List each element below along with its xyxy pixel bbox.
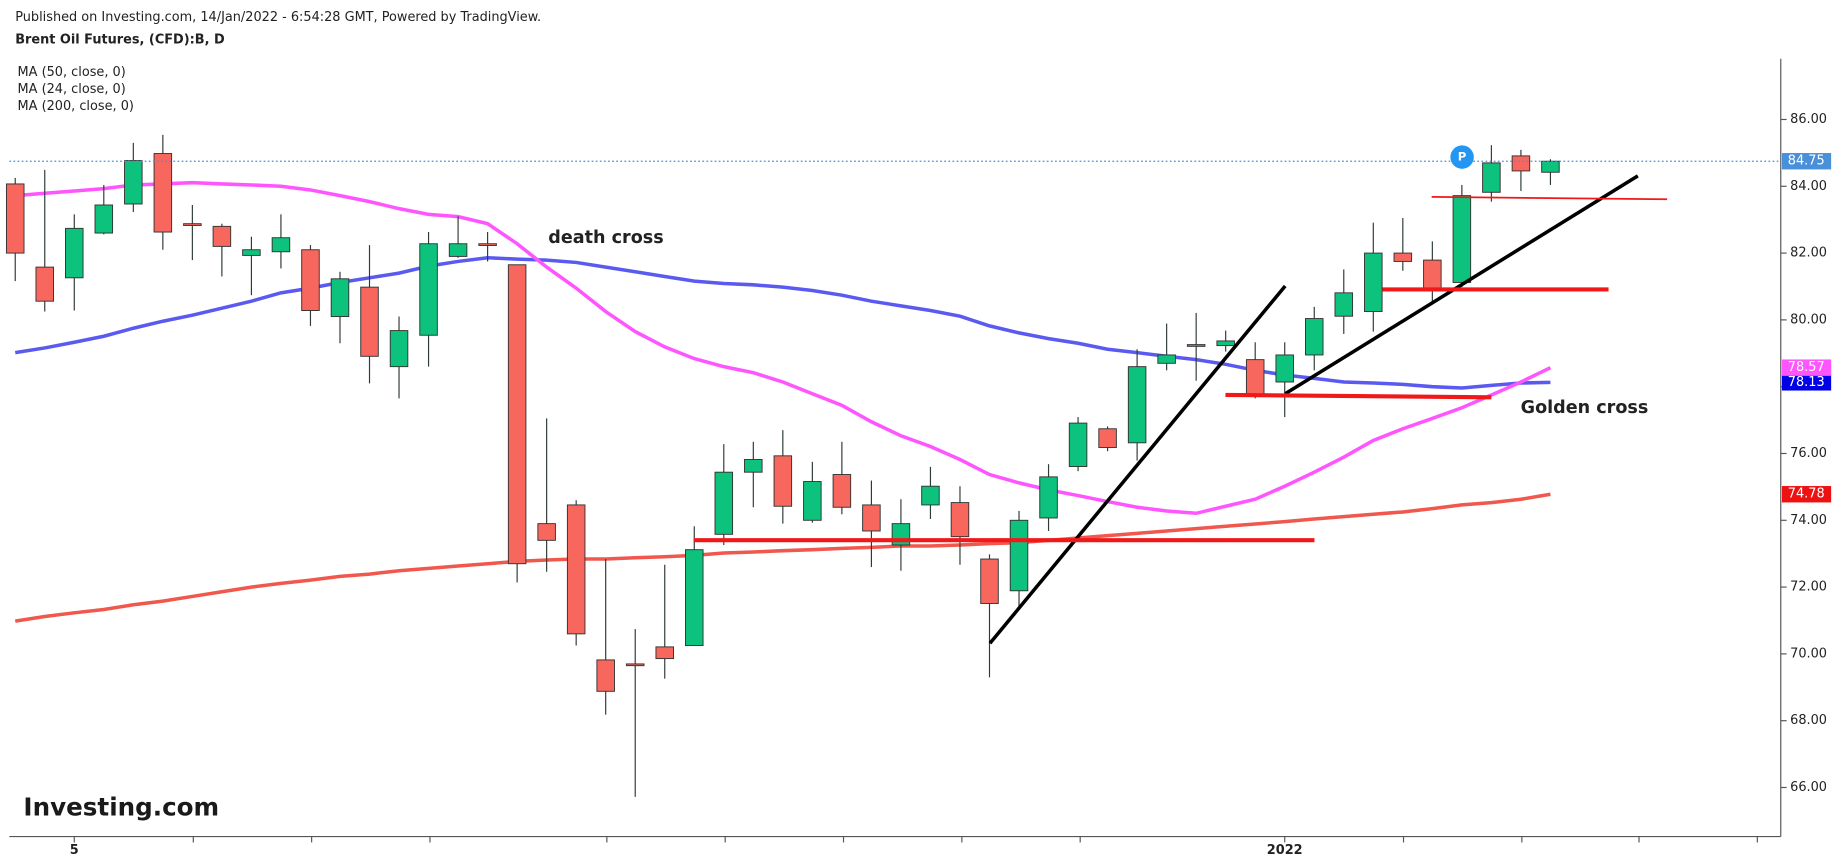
price-tag-label: 78.57	[1788, 360, 1825, 375]
y-tick-label: 80.00	[1790, 312, 1827, 327]
candle-body	[389, 330, 409, 368]
time-ticks	[192, 836, 1758, 843]
candle-body	[5, 183, 25, 254]
candle-body	[183, 223, 202, 226]
moving-average-line	[15, 180, 1552, 516]
candle-body	[301, 249, 320, 312]
candle-body	[625, 663, 645, 667]
candle-body	[1541, 160, 1560, 173]
candle-body	[212, 225, 232, 247]
y-tick-label: 74.00	[1790, 513, 1827, 528]
candle-body	[1245, 359, 1265, 397]
candle-body	[1039, 476, 1058, 519]
candle-body	[65, 227, 84, 279]
candle-body	[1304, 318, 1324, 356]
candle-body	[1393, 252, 1413, 262]
candle-body	[35, 266, 55, 302]
candle-body	[1511, 155, 1531, 172]
candle-body	[685, 549, 704, 647]
candle-body	[1186, 344, 1206, 347]
publish-marker	[1450, 145, 1474, 169]
candle-body	[566, 504, 586, 635]
candle-body	[803, 481, 822, 521]
legend-entry: MA (24, close, 0)	[18, 82, 126, 97]
x-tick-label: 2022	[1267, 843, 1303, 858]
x-tick-label: 5	[70, 843, 79, 858]
candle-body	[448, 243, 468, 257]
candle-body	[921, 485, 940, 506]
price-tag	[1781, 153, 1832, 170]
candle-body	[1127, 366, 1147, 444]
price-tag-label: 78.13	[1788, 375, 1825, 390]
candle-body	[360, 286, 379, 357]
moving-average-line	[14, 492, 1551, 623]
candle-body	[1482, 162, 1501, 193]
candle-body	[94, 204, 114, 234]
plot-area	[5, 134, 1560, 797]
chart-title: Brent Oil Futures, (CFD):B, D	[15, 32, 225, 47]
candle-body	[1068, 422, 1088, 467]
candle-body	[153, 153, 173, 233]
y-tick-label: 76.00	[1790, 446, 1827, 461]
candle-body	[596, 659, 615, 692]
candle-body	[242, 249, 261, 256]
candle-body	[1423, 259, 1442, 289]
price-tag-label: 84.75	[1788, 154, 1825, 169]
legend-entry: MA (200, close, 0)	[18, 99, 134, 114]
candle-body	[1157, 354, 1176, 364]
drawings	[693, 174, 1668, 645]
candle-body	[950, 502, 970, 538]
candle-body	[1364, 252, 1383, 313]
candle-body	[1098, 428, 1117, 448]
candle-body	[330, 278, 350, 318]
y-tick-label: 86.00	[1790, 112, 1827, 127]
candle-body	[1009, 519, 1029, 592]
logo: Investing.com	[23, 792, 219, 821]
price-tag-label: 74.78	[1788, 487, 1825, 502]
candle-body	[507, 264, 527, 565]
candle-body	[832, 474, 852, 508]
candle-body	[714, 471, 734, 535]
annotation: death cross	[548, 228, 663, 248]
candle-body	[478, 243, 497, 246]
y-tick-label: 70.00	[1790, 646, 1827, 661]
y-tick-label: 82.00	[1790, 246, 1827, 261]
candle-body	[1452, 195, 1472, 283]
candle-body	[862, 504, 881, 532]
price-tag	[1781, 359, 1832, 376]
candle-body	[419, 243, 438, 336]
publish-marker-label: P	[1458, 150, 1467, 164]
y-tick-label: 66.00	[1790, 780, 1827, 795]
price-tag	[1781, 374, 1832, 391]
y-tick-label: 84.00	[1790, 179, 1827, 194]
published-note: Published on Investing.com, 14/Jan/2022 …	[15, 10, 541, 25]
candle-body	[1334, 292, 1354, 317]
candle-body	[980, 558, 999, 604]
candle-body	[124, 160, 143, 205]
candle-body	[655, 646, 674, 660]
candle-body	[1275, 354, 1294, 383]
legend-entry: MA (50, close, 0)	[18, 65, 126, 80]
candle-body	[271, 237, 291, 253]
y-tick-label: 72.00	[1790, 580, 1827, 595]
moving-average-line	[14, 255, 1551, 390]
annotation: Golden cross	[1521, 398, 1649, 418]
y-tick-label: 68.00	[1790, 713, 1827, 728]
candle-body	[1216, 340, 1235, 347]
price-tag	[1781, 486, 1832, 503]
candle-body	[537, 523, 556, 541]
candle-body	[744, 459, 763, 473]
candle-body	[773, 455, 793, 507]
legend: MA (50, close, 0) MA (24, close, 0) MA (20…	[18, 65, 134, 114]
